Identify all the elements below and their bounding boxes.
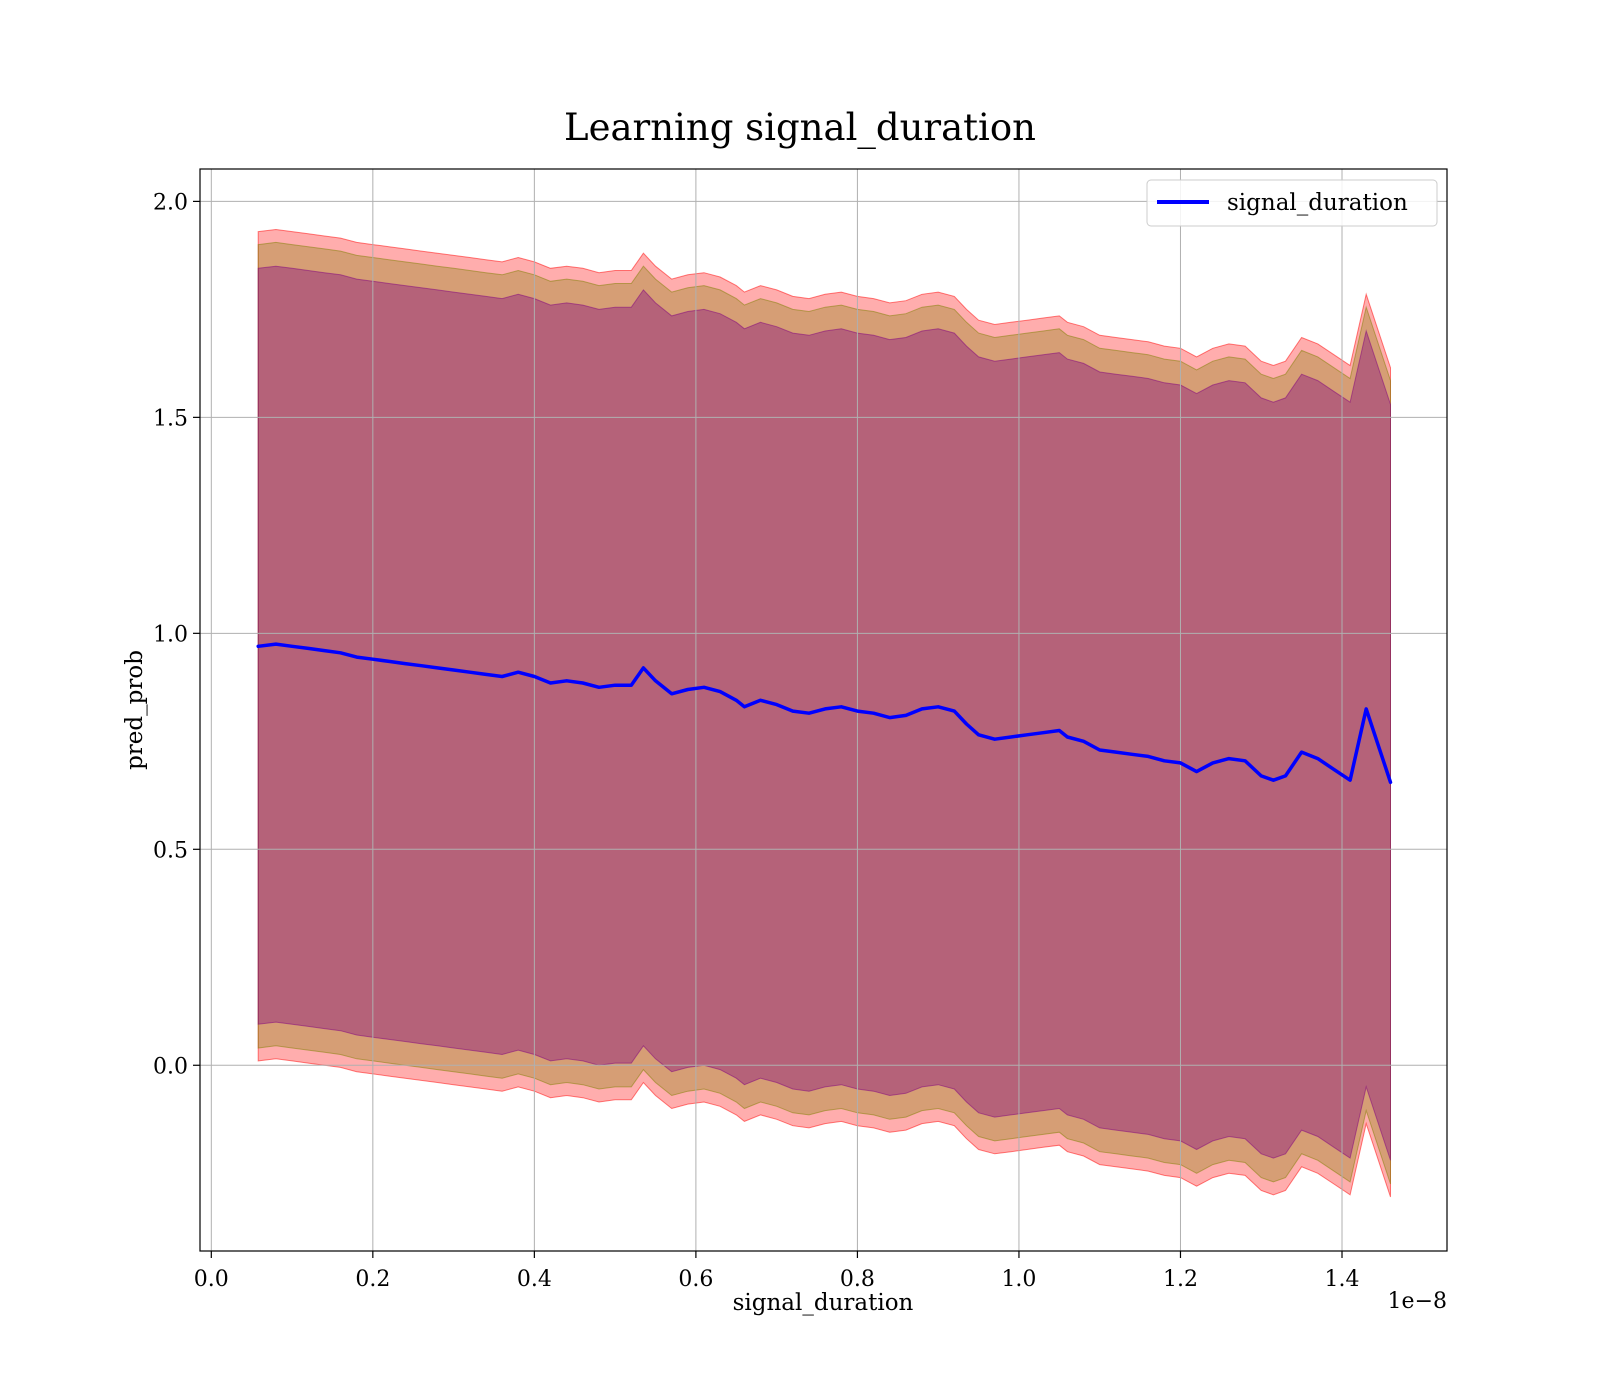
grid-lines [200, 169, 1447, 1251]
x-axis-offset-label: 1e−8 [1388, 1289, 1447, 1314]
plot-frame [199, 168, 1448, 1252]
legend-box [1146, 179, 1438, 227]
x-axis-label: signal_duration [733, 1290, 914, 1316]
band-inner [257, 265, 1391, 1161]
chart-title: Learning signal_duration [564, 106, 1036, 150]
x-tick-label: 1.0 [1001, 1267, 1036, 1292]
x-tick-label: 0.2 [355, 1267, 390, 1292]
band-outer [257, 228, 1391, 1198]
y-axis-ticks: 0.0 0.5 1.0 1.5 2.0 [153, 190, 200, 1079]
y-tick-label: 2.0 [153, 190, 188, 215]
y-axis-label: pred_prob [122, 650, 148, 770]
series-line-signal-duration [256, 642, 1393, 785]
band-middle [257, 241, 1391, 1185]
x-tick-label: 0.4 [517, 1267, 552, 1292]
y-tick-label: 0.0 [153, 1054, 188, 1079]
y-tick-label: 0.5 [153, 838, 188, 863]
x-tick-label: 1.2 [1163, 1267, 1198, 1292]
x-tick-label: 1.4 [1325, 1267, 1360, 1292]
x-axis-ticks: 0.0 0.2 0.4 0.6 0.8 1.0 1.2 1.4 [194, 1251, 1360, 1292]
legend-entry-signal-duration: signal_duration [1227, 190, 1408, 216]
x-tick-label: 0.6 [678, 1267, 713, 1292]
y-tick-label: 1.5 [153, 406, 188, 431]
x-tick-label: 0.8 [840, 1267, 875, 1292]
series-line-layer [256, 642, 1393, 785]
uncertainty-bands [257, 228, 1391, 1198]
y-tick-label: 1.0 [153, 622, 188, 647]
x-tick-label: 0.0 [194, 1267, 229, 1292]
legend: signal_duration [1146, 179, 1438, 227]
